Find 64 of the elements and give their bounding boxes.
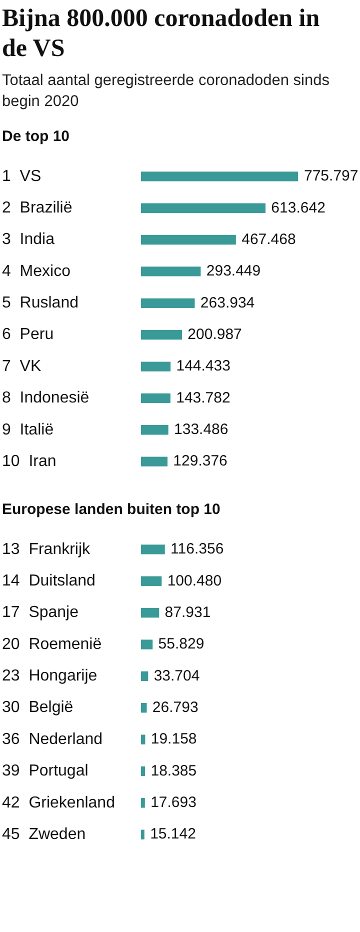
- y-tick-label: 20 Roemenië: [2, 636, 102, 653]
- data-label: 467.468: [242, 230, 296, 248]
- bar: [141, 640, 153, 650]
- y-tick-label: 17 Spanje: [2, 604, 79, 622]
- text: Totaal aantal geregistreerde coronadoden sinds begin 2020: [2, 71, 330, 112]
- bar: [141, 393, 170, 404]
- y-tick-label: 3 India: [2, 231, 55, 248]
- y-tick-label: 39 Portugal: [2, 762, 88, 780]
- data-label: 775.797: [304, 168, 358, 185]
- data-label: 263.934: [200, 294, 255, 312]
- y-tick-label: 6 Peru: [2, 326, 54, 344]
- y-tick-label: 45 Zweden: [2, 826, 86, 843]
- bar: [141, 172, 298, 182]
- y-tick-label: 8 Indonesië: [2, 390, 90, 407]
- bar: [141, 766, 146, 776]
- y-tick-label: 10 Iran: [2, 452, 56, 470]
- data-label: 55.829: [158, 636, 204, 653]
- data-label: 19.158: [150, 730, 197, 748]
- y-tick-label: 1 VS: [2, 168, 42, 185]
- bar: [141, 362, 171, 372]
- data-label: 133.486: [174, 421, 228, 438]
- bar: [141, 734, 146, 744]
- y-tick-label: 5 Rusland: [2, 294, 78, 312]
- bar: [141, 671, 148, 681]
- y-tick-label: 14 Duitsland: [2, 572, 96, 590]
- y-tick-label: 2 Brazilië: [2, 200, 72, 217]
- data-label: 613.642: [271, 199, 326, 216]
- y-tick-label: 7 VK: [2, 358, 42, 375]
- y-tick-label: 4 Mexico: [2, 262, 71, 280]
- y-tick-label: 36 Nederland: [2, 730, 103, 748]
- y-tick-label: 23 Hongarije: [2, 668, 98, 685]
- data-label: 18.385: [150, 762, 197, 780]
- data-label: 26.793: [152, 698, 198, 716]
- bar: [141, 330, 182, 340]
- bar: [141, 266, 201, 276]
- data-label: 129.376: [173, 452, 228, 470]
- bar: [141, 703, 147, 713]
- data-label: 87.931: [164, 604, 211, 621]
- data-label: 100.480: [167, 572, 222, 590]
- data-label: 17.693: [150, 794, 196, 812]
- text: Bijna 800.000 coronadoden in de VS: [2, 4, 321, 64]
- y-tick-label: 42 Griekenland: [2, 794, 115, 812]
- data-label: 144.433: [176, 358, 230, 375]
- bar: [141, 576, 162, 586]
- data-label: 200.987: [188, 326, 242, 343]
- chart-title: De top 10: [2, 128, 71, 145]
- bar: [141, 298, 195, 308]
- y-tick-label: 13 Frankrijk: [2, 540, 92, 558]
- bar: [141, 425, 168, 435]
- bar: [141, 203, 266, 213]
- bar: [141, 234, 236, 245]
- bar: [141, 798, 145, 808]
- data-label: 116.356: [170, 540, 224, 558]
- bar: [141, 608, 160, 618]
- data-label: 293.449: [206, 262, 261, 280]
- y-tick-label: 30 België: [2, 699, 74, 716]
- bar: [141, 544, 165, 554]
- bar: [141, 830, 144, 840]
- chart-title: Europese landen buiten top 10: [2, 501, 222, 518]
- data-label: 143.782: [176, 389, 230, 406]
- bar: [141, 456, 168, 466]
- data-label: 33.704: [154, 667, 200, 684]
- data-label: 15.142: [150, 826, 196, 843]
- y-tick-label: 9 Italië: [2, 421, 54, 438]
